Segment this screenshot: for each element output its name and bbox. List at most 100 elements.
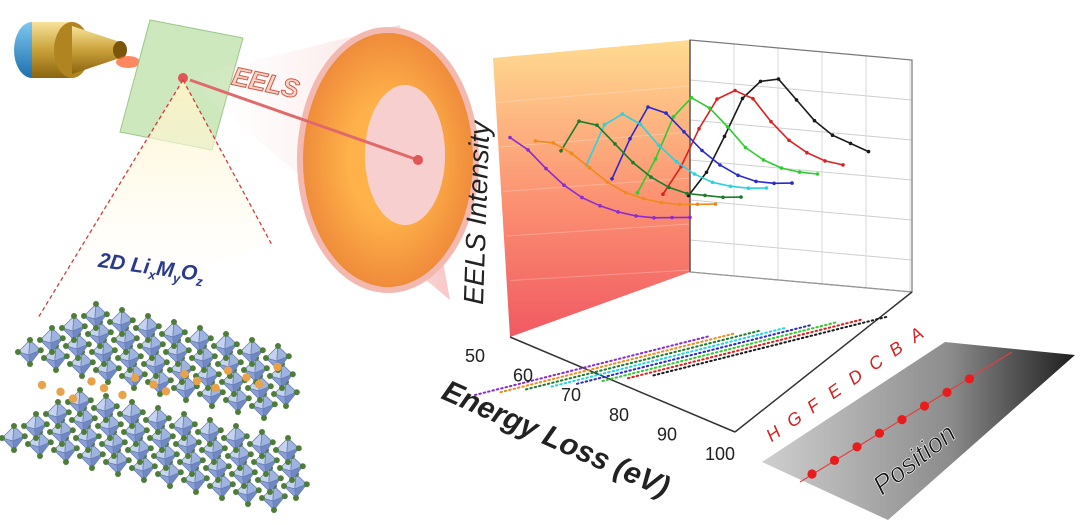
- point-C-2: [671, 115, 676, 119]
- point-H-6: [616, 210, 620, 214]
- octahedron-icon: [185, 325, 214, 355]
- chart-series: [508, 77, 871, 220]
- position-tick-D: D: [844, 365, 866, 389]
- point-F-1: [577, 119, 581, 123]
- point-D-2: [646, 105, 650, 109]
- position-tick-A: A: [905, 323, 927, 347]
- point-A-8: [830, 133, 835, 137]
- point-B-5: [751, 96, 755, 101]
- lithium-ion-icon: [273, 362, 282, 372]
- octahedron-icon: [81, 301, 110, 331]
- baseline-C: [601, 321, 839, 382]
- lithium-ion-icon: [99, 384, 109, 393]
- octahedron-icon: [221, 423, 250, 453]
- point-G-2: [569, 151, 574, 155]
- point-B-9: [823, 159, 827, 163]
- baseline-G: [499, 332, 737, 394]
- point-G-10: [713, 202, 718, 206]
- point-B-10: [841, 163, 845, 167]
- octahedron-icon: [0, 423, 28, 453]
- point-C-0: [635, 191, 640, 195]
- point-F-8: [703, 193, 707, 198]
- baseline-D: [576, 323, 813, 385]
- projection-triangle: [38, 80, 272, 318]
- position-marker-B: [942, 387, 952, 397]
- lithium-ion-icon: [87, 377, 96, 386]
- x-axis-label: Energy Loss (eV): [437, 374, 674, 504]
- point-B-7: [787, 138, 791, 143]
- point-E-2: [620, 112, 625, 116]
- octahedron-icon: [43, 399, 72, 429]
- point-E-6: [692, 172, 697, 176]
- octahedron-icon: [147, 423, 176, 453]
- lithium-ion-icon: [118, 390, 127, 400]
- point-H-2: [544, 166, 548, 171]
- position-marker-E: [874, 428, 885, 438]
- baseline-A: [652, 315, 890, 377]
- point-B-0: [661, 192, 665, 196]
- lithium-ion-icon: [37, 380, 47, 390]
- octahedron-icon: [107, 307, 136, 337]
- point-B-6: [769, 119, 773, 124]
- octahedron-icon: [41, 343, 70, 373]
- point-D-5: [700, 148, 704, 153]
- octahedron-icon: [47, 417, 76, 447]
- point-C-10: [815, 172, 820, 176]
- point-A-7: [812, 118, 817, 123]
- point-E-1: [602, 122, 607, 127]
- lithium-ion-icon: [192, 376, 202, 386]
- position-tick-G: G: [783, 407, 806, 431]
- octahedron-icon: [143, 405, 172, 435]
- octahedron-icon: [151, 441, 180, 471]
- position-tick-E: E: [824, 379, 846, 403]
- position-marker-D: [897, 415, 907, 425]
- point-D-9: [772, 181, 776, 186]
- point-G-5: [623, 190, 628, 195]
- point-H-10: [688, 215, 692, 220]
- y-axis-label: EELS Intensity: [458, 119, 495, 306]
- octahedron-icon: [117, 399, 146, 429]
- point-D-0: [610, 177, 614, 181]
- point-F-6: [667, 185, 671, 190]
- point-F-4: [631, 160, 635, 165]
- point-H-7: [634, 214, 638, 218]
- point-H-1: [526, 148, 530, 152]
- lithium-ion-icon: [130, 373, 140, 382]
- point-E-7: [710, 180, 715, 185]
- baseline-H: [474, 335, 711, 396]
- point-H-0: [508, 135, 512, 140]
- point-C-7: [761, 158, 766, 162]
- baseline-B: [627, 318, 864, 380]
- point-A-4: [758, 79, 763, 84]
- lithium-ion-icon: [242, 373, 251, 382]
- point-H-3: [562, 183, 566, 187]
- chart-baselines: [474, 315, 890, 396]
- point-E-3: [638, 122, 643, 127]
- chart-gridlines: [496, 44, 913, 292]
- point-G-9: [695, 202, 700, 207]
- position-tick-F: F: [803, 394, 824, 417]
- baseline-F: [525, 329, 762, 391]
- octahedron-icon: [267, 361, 296, 391]
- position-tick-B: B: [885, 337, 906, 360]
- octahedron-icon: [159, 319, 188, 349]
- point-E-10: [764, 186, 769, 190]
- chart-back-wall: [493, 40, 690, 337]
- point-C-9: [797, 170, 802, 174]
- lithium-ion-icon: [68, 394, 78, 403]
- point-G-4: [605, 180, 610, 184]
- x-tick-60: 60: [513, 366, 533, 386]
- x-tick-80: 80: [609, 405, 629, 425]
- point-B-3: [715, 97, 719, 101]
- point-A-2: [722, 134, 727, 139]
- point-G-0: [533, 139, 538, 143]
- point-C-3: [689, 95, 694, 100]
- point-G-7: [659, 200, 664, 205]
- point-D-1: [628, 136, 632, 141]
- point-E-8: [728, 184, 733, 189]
- lithium-ion-icon: [223, 366, 233, 375]
- point-H-9: [670, 215, 674, 220]
- position-marker-F: [852, 442, 862, 452]
